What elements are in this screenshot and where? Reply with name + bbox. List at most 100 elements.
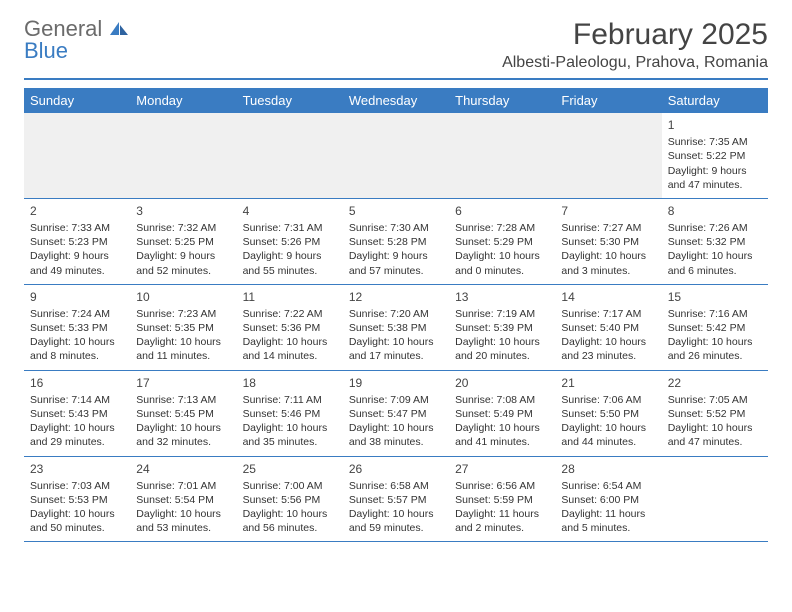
- day-header-wednesday: Wednesday: [343, 88, 449, 113]
- sunrise-text: Sunrise: 7:16 AM: [668, 307, 762, 321]
- day-number: 17: [136, 375, 230, 391]
- day-number: 27: [455, 461, 549, 477]
- day-cell: 10Sunrise: 7:23 AMSunset: 5:35 PMDayligh…: [130, 285, 236, 370]
- sunset-text: Sunset: 5:22 PM: [668, 149, 762, 163]
- empty-cell: [24, 113, 130, 198]
- sunset-text: Sunset: 5:39 PM: [455, 321, 549, 335]
- sunset-text: Sunset: 5:54 PM: [136, 493, 230, 507]
- week-row: 16Sunrise: 7:14 AMSunset: 5:43 PMDayligh…: [24, 371, 768, 457]
- day-number: 7: [561, 203, 655, 219]
- daylight-text: Daylight: 10 hours and 8 minutes.: [30, 335, 124, 363]
- day-cell: 19Sunrise: 7:09 AMSunset: 5:47 PMDayligh…: [343, 371, 449, 456]
- day-header-friday: Friday: [555, 88, 661, 113]
- day-number: 25: [243, 461, 337, 477]
- daylight-text: Daylight: 10 hours and 35 minutes.: [243, 421, 337, 449]
- day-number: 24: [136, 461, 230, 477]
- day-number: 12: [349, 289, 443, 305]
- day-header-tuesday: Tuesday: [237, 88, 343, 113]
- day-header-monday: Monday: [130, 88, 236, 113]
- daylight-text: Daylight: 10 hours and 17 minutes.: [349, 335, 443, 363]
- sunset-text: Sunset: 5:52 PM: [668, 407, 762, 421]
- sunrise-text: Sunrise: 7:05 AM: [668, 393, 762, 407]
- daylight-text: Daylight: 10 hours and 0 minutes.: [455, 249, 549, 277]
- day-header-sunday: Sunday: [24, 88, 130, 113]
- day-number: 4: [243, 203, 337, 219]
- day-cell: 15Sunrise: 7:16 AMSunset: 5:42 PMDayligh…: [662, 285, 768, 370]
- day-cell: 28Sunrise: 6:54 AMSunset: 6:00 PMDayligh…: [555, 457, 661, 542]
- daylight-text: Daylight: 10 hours and 3 minutes.: [561, 249, 655, 277]
- empty-cell: [237, 113, 343, 198]
- day-cell: 17Sunrise: 7:13 AMSunset: 5:45 PMDayligh…: [130, 371, 236, 456]
- sunset-text: Sunset: 5:56 PM: [243, 493, 337, 507]
- daylight-text: Daylight: 10 hours and 29 minutes.: [30, 421, 124, 449]
- header-row: General Blue February 2025 Albesti-Paleo…: [24, 18, 768, 72]
- sunrise-text: Sunrise: 7:31 AM: [243, 221, 337, 235]
- sunrise-text: Sunrise: 7:26 AM: [668, 221, 762, 235]
- location-text: Albesti-Paleologu, Prahova, Romania: [502, 54, 768, 72]
- empty-cell: [449, 113, 555, 198]
- day-cell: 9Sunrise: 7:24 AMSunset: 5:33 PMDaylight…: [24, 285, 130, 370]
- sunset-text: Sunset: 5:45 PM: [136, 407, 230, 421]
- day-number: 9: [30, 289, 124, 305]
- sunset-text: Sunset: 5:46 PM: [243, 407, 337, 421]
- sunrise-text: Sunrise: 7:09 AM: [349, 393, 443, 407]
- day-cell: 8Sunrise: 7:26 AMSunset: 5:32 PMDaylight…: [662, 199, 768, 284]
- sunset-text: Sunset: 5:57 PM: [349, 493, 443, 507]
- sunset-text: Sunset: 5:33 PM: [30, 321, 124, 335]
- sunrise-text: Sunrise: 7:27 AM: [561, 221, 655, 235]
- sunset-text: Sunset: 5:35 PM: [136, 321, 230, 335]
- sunset-text: Sunset: 5:23 PM: [30, 235, 124, 249]
- sunrise-text: Sunrise: 7:03 AM: [30, 479, 124, 493]
- sunrise-text: Sunrise: 7:06 AM: [561, 393, 655, 407]
- week-row: 9Sunrise: 7:24 AMSunset: 5:33 PMDaylight…: [24, 285, 768, 371]
- sunset-text: Sunset: 5:47 PM: [349, 407, 443, 421]
- day-cell: 18Sunrise: 7:11 AMSunset: 5:46 PMDayligh…: [237, 371, 343, 456]
- sunrise-text: Sunrise: 7:13 AM: [136, 393, 230, 407]
- sunset-text: Sunset: 5:25 PM: [136, 235, 230, 249]
- day-number: 26: [349, 461, 443, 477]
- month-title: February 2025: [502, 18, 768, 52]
- sunrise-text: Sunrise: 7:23 AM: [136, 307, 230, 321]
- sunset-text: Sunset: 6:00 PM: [561, 493, 655, 507]
- day-cell: 20Sunrise: 7:08 AMSunset: 5:49 PMDayligh…: [449, 371, 555, 456]
- daylight-text: Daylight: 10 hours and 53 minutes.: [136, 507, 230, 535]
- day-number: 1: [668, 117, 762, 133]
- day-cell: 24Sunrise: 7:01 AMSunset: 5:54 PMDayligh…: [130, 457, 236, 542]
- daylight-text: Daylight: 10 hours and 44 minutes.: [561, 421, 655, 449]
- sunset-text: Sunset: 5:38 PM: [349, 321, 443, 335]
- day-number: 19: [349, 375, 443, 391]
- day-cell: 22 Sunrise: 7:05 AMSunset: 5:52 PMDayligh…: [662, 371, 768, 456]
- week-row: 23Sunrise: 7:03 AMSunset: 5:53 PMDayligh…: [24, 457, 768, 543]
- sunset-text: Sunset: 5:30 PM: [561, 235, 655, 249]
- day-cell: 27Sunrise: 6:56 AMSunset: 5:59 PMDayligh…: [449, 457, 555, 542]
- day-number: 22: [668, 375, 762, 391]
- sunset-text: Sunset: 5:40 PM: [561, 321, 655, 335]
- empty-cell: [555, 113, 661, 198]
- sunset-text: Sunset: 5:42 PM: [668, 321, 762, 335]
- daylight-text: Daylight: 10 hours and 59 minutes.: [349, 507, 443, 535]
- daylight-text: Daylight: 10 hours and 41 minutes.: [455, 421, 549, 449]
- day-cell: 4Sunrise: 7:31 AMSunset: 5:26 PMDaylight…: [237, 199, 343, 284]
- daylight-text: Daylight: 10 hours and 47 minutes.: [668, 421, 762, 449]
- day-cell: 13Sunrise: 7:19 AMSunset: 5:39 PMDayligh…: [449, 285, 555, 370]
- day-header-saturday: Saturday: [662, 88, 768, 113]
- daylight-text: Daylight: 10 hours and 23 minutes.: [561, 335, 655, 363]
- daylight-text: Daylight: 10 hours and 50 minutes.: [30, 507, 124, 535]
- sunset-text: Sunset: 5:53 PM: [30, 493, 124, 507]
- day-number: 20: [455, 375, 549, 391]
- daylight-text: Daylight: 9 hours and 55 minutes.: [243, 249, 337, 277]
- daylight-text: Daylight: 11 hours and 5 minutes.: [561, 507, 655, 535]
- logo-line-2: Blue: [24, 38, 68, 63]
- day-number: 18: [243, 375, 337, 391]
- sunrise-text: Sunrise: 7:32 AM: [136, 221, 230, 235]
- sunrise-text: Sunrise: 7:35 AM: [668, 135, 762, 149]
- empty-cell: [343, 113, 449, 198]
- daylight-text: Daylight: 10 hours and 26 minutes.: [668, 335, 762, 363]
- sunrise-text: Sunrise: 7:28 AM: [455, 221, 549, 235]
- day-number: 16: [30, 375, 124, 391]
- day-header-thursday: Thursday: [449, 88, 555, 113]
- sunset-text: Sunset: 5:28 PM: [349, 235, 443, 249]
- title-block: February 2025 Albesti-Paleologu, Prahova…: [502, 18, 768, 72]
- sunrise-text: Sunrise: 7:19 AM: [455, 307, 549, 321]
- day-number: 23: [30, 461, 124, 477]
